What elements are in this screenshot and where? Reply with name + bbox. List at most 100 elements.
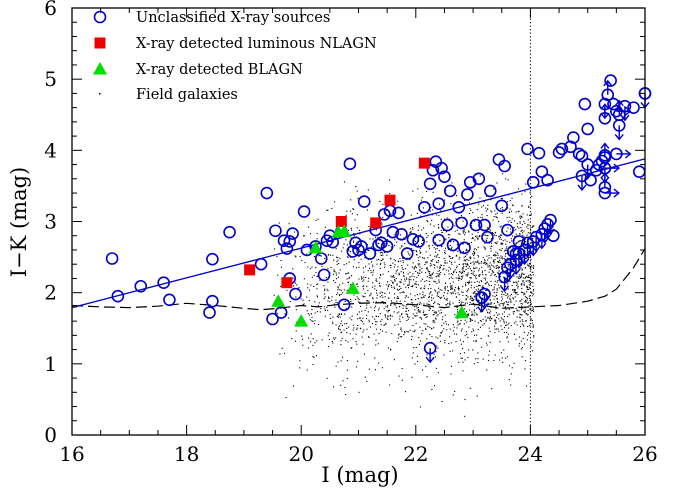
field-galaxy-point (376, 321, 378, 323)
field-galaxy-point (517, 277, 519, 279)
field-galaxy-point (464, 335, 466, 337)
field-galaxy-point (477, 261, 479, 263)
field-galaxy-point (525, 241, 527, 243)
field-galaxy-point (426, 268, 428, 270)
field-galaxy-point (466, 263, 468, 265)
field-galaxy-point (404, 278, 406, 280)
field-galaxy-point (507, 333, 509, 335)
field-galaxy-point (414, 265, 416, 267)
field-galaxy-point (394, 293, 396, 295)
field-galaxy-point (466, 321, 468, 323)
field-galaxy-point (488, 308, 490, 310)
field-galaxy-point (402, 257, 404, 259)
field-galaxy-point (526, 226, 528, 228)
field-galaxy-point (352, 324, 354, 326)
field-galaxy-point (456, 306, 458, 308)
nlagn-point (384, 194, 396, 206)
field-galaxy-point (493, 302, 495, 304)
field-galaxy-point (490, 268, 492, 270)
field-galaxy-point (472, 299, 474, 301)
unclassified-source-point (481, 230, 494, 244)
field-galaxy-point (514, 333, 516, 335)
field-galaxy-point (487, 317, 489, 319)
field-galaxy-point (407, 331, 409, 333)
field-galaxy-point (421, 268, 423, 270)
field-galaxy-point (333, 338, 335, 340)
field-galaxy-point (450, 240, 452, 242)
field-galaxy-point (383, 308, 385, 310)
field-galaxy-point (475, 341, 477, 343)
field-galaxy-point (396, 283, 398, 285)
field-galaxy-point (377, 343, 379, 345)
field-galaxy-point (295, 330, 297, 332)
field-galaxy-point (495, 320, 497, 322)
field-galaxy-point (469, 320, 471, 322)
field-galaxy-point (436, 245, 438, 247)
field-galaxy-point (475, 340, 477, 342)
field-galaxy-point (418, 244, 420, 246)
field-galaxy-point (342, 356, 344, 358)
field-galaxy-point (448, 273, 450, 275)
field-galaxy-point (342, 380, 344, 382)
upper-limit-marker (541, 218, 554, 240)
field-galaxy-point (431, 299, 433, 301)
unclassified-source-point (443, 184, 457, 198)
unclassified-source-point (469, 218, 483, 232)
unclassified-source-point (343, 157, 357, 171)
faint-limit-marker (610, 104, 632, 118)
field-galaxy-point (532, 324, 534, 326)
arrow-head (537, 242, 547, 250)
field-galaxy-point (531, 271, 533, 273)
field-galaxy-point (506, 293, 508, 295)
field-galaxy-point (418, 343, 420, 345)
field-galaxy-point (506, 301, 508, 303)
field-galaxy-point (460, 330, 462, 332)
field-galaxy-point (340, 320, 342, 322)
field-galaxy-point (502, 173, 504, 175)
field-galaxy-point (529, 300, 531, 302)
field-galaxy-point (450, 276, 452, 278)
field-galaxy-point (405, 313, 407, 315)
field-galaxy-point (527, 263, 529, 265)
x-tick-label: 26 (632, 442, 657, 466)
field-galaxy-point (307, 283, 309, 285)
field-galaxy-point (446, 262, 448, 264)
field-galaxy-point (529, 263, 531, 265)
field-galaxy-point (529, 254, 531, 256)
field-galaxy-point (324, 226, 326, 228)
field-galaxy-point (490, 210, 492, 212)
field-galaxy-point (438, 310, 440, 312)
field-galaxy-point (487, 316, 489, 318)
field-galaxy-point (432, 297, 434, 299)
field-galaxy-point (470, 273, 472, 275)
field-galaxy-point (385, 302, 387, 304)
arrow-head (540, 237, 550, 244)
field-galaxy-point (521, 303, 523, 305)
field-galaxy-point (523, 292, 525, 294)
field-galaxy-point (504, 306, 506, 308)
field-galaxy-point (481, 270, 483, 272)
field-galaxy-point (478, 203, 480, 205)
field-galaxy-point (346, 278, 348, 280)
unclassified-source-point (532, 146, 546, 160)
field-galaxy-point (380, 259, 382, 261)
field-galaxy-point (483, 259, 485, 261)
field-galaxy-point (521, 205, 523, 207)
limit-source-circle (518, 243, 531, 257)
field-galaxy-point (397, 289, 399, 291)
field-galaxy-point (526, 288, 528, 290)
field-galaxy-point (517, 286, 519, 288)
field-galaxy-point (520, 291, 522, 293)
field-galaxy-point (398, 297, 400, 299)
field-galaxy-point (481, 214, 483, 216)
field-galaxy-point (515, 293, 517, 295)
field-galaxy-point (372, 301, 374, 303)
field-galaxy-point (474, 290, 476, 292)
field-galaxy-point (306, 369, 308, 371)
field-galaxy-point (407, 273, 409, 275)
field-galaxy-point (470, 318, 472, 320)
field-galaxy-point (350, 199, 352, 201)
field-galaxy-point (426, 241, 428, 243)
arrow-head (543, 232, 553, 240)
field-galaxy-point (434, 311, 436, 313)
